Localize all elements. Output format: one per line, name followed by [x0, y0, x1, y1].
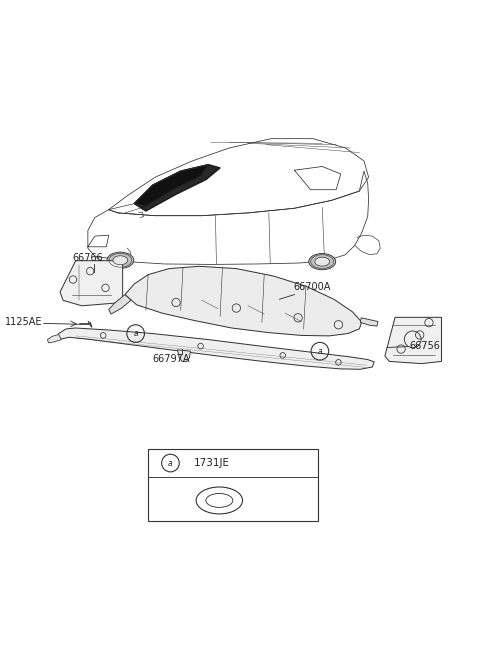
Polygon shape [360, 318, 378, 326]
Bar [148, 449, 318, 521]
Ellipse shape [107, 252, 134, 268]
Polygon shape [60, 260, 123, 306]
Text: a: a [168, 459, 173, 468]
Polygon shape [134, 165, 220, 211]
Polygon shape [134, 165, 208, 207]
Text: a: a [133, 329, 138, 338]
Ellipse shape [315, 257, 330, 266]
Text: 1125AE: 1125AE [5, 318, 43, 327]
Text: 1731JE: 1731JE [193, 458, 229, 468]
Text: 66700A: 66700A [293, 282, 331, 292]
Text: 66766: 66766 [72, 253, 103, 263]
Ellipse shape [309, 253, 336, 270]
Text: a: a [318, 347, 322, 356]
Polygon shape [385, 318, 442, 363]
Text: 66797A: 66797A [153, 354, 190, 365]
Polygon shape [178, 350, 191, 361]
Ellipse shape [113, 256, 128, 265]
Polygon shape [59, 328, 374, 369]
Polygon shape [48, 335, 61, 343]
Polygon shape [109, 295, 131, 314]
Polygon shape [125, 266, 361, 336]
Text: 66756: 66756 [409, 340, 440, 351]
